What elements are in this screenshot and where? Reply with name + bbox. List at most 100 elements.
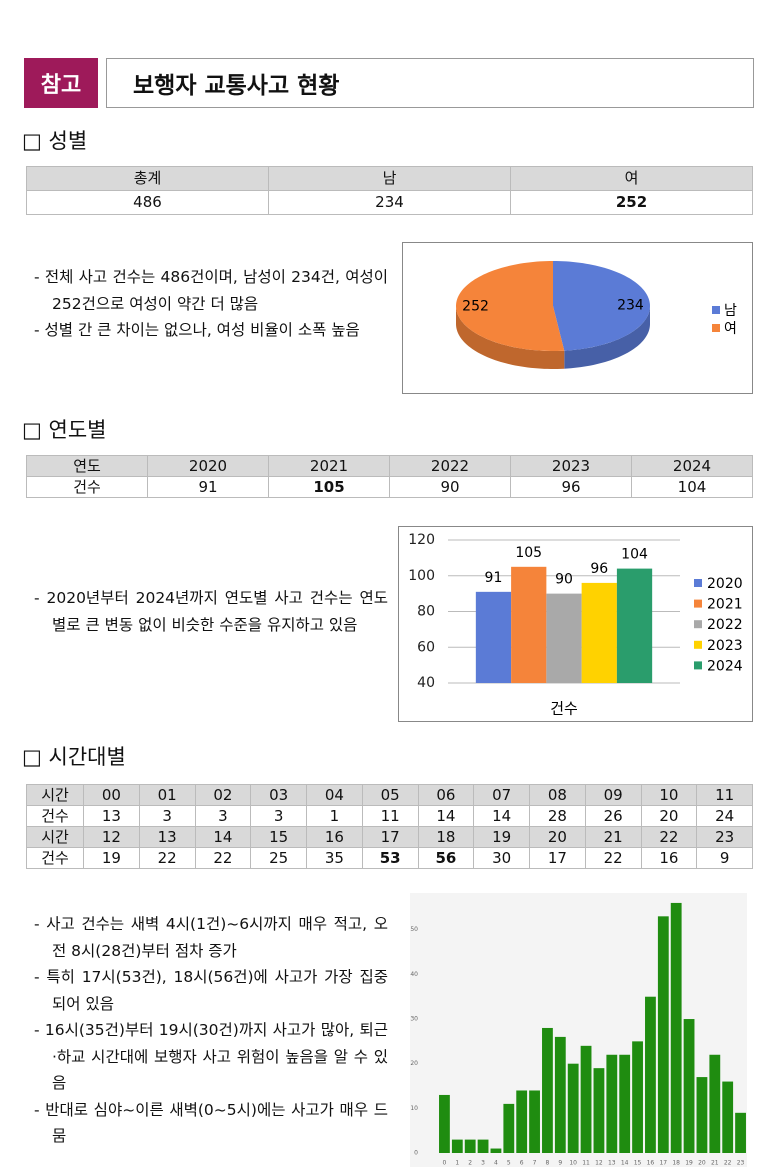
bar bbox=[683, 1019, 695, 1153]
bullet-list: - 전체 사고 건수는 486건이며, 남성이 234건, 여성이 252건으로… bbox=[34, 264, 388, 344]
x-tick-label: 22 bbox=[724, 1160, 732, 1167]
header-cell: 시간 bbox=[26, 784, 84, 806]
header-cell: 09 bbox=[584, 784, 642, 806]
header-cell: 07 bbox=[473, 784, 530, 806]
bar bbox=[581, 582, 617, 683]
cell: 13 bbox=[83, 805, 140, 827]
cell: 90 bbox=[389, 476, 511, 498]
cell: 53 bbox=[361, 847, 419, 869]
cell: 1 bbox=[306, 805, 363, 827]
cell: 252 bbox=[510, 190, 753, 215]
header-cell: 21 bbox=[584, 826, 642, 848]
x-tick-label: 0 bbox=[443, 1160, 447, 1167]
cell: 9 bbox=[696, 847, 753, 869]
cell: 56 bbox=[417, 847, 475, 869]
y-tick-label: 120 bbox=[408, 532, 435, 548]
x-tick-label: 4 bbox=[494, 1160, 498, 1167]
bar bbox=[503, 1103, 515, 1153]
cell: 3 bbox=[250, 805, 307, 827]
header-cell: 08 bbox=[529, 784, 586, 806]
x-tick-label: 2 bbox=[468, 1160, 472, 1167]
table-row: 시간 12 13 14 15 16 17 18 19 20 21 22 23 bbox=[26, 826, 753, 848]
cell: 22 bbox=[584, 847, 642, 869]
bullet: - 사고 건수는 새벽 4시(1건)~6시까지 매우 적고, 오전 8시(28건… bbox=[34, 915, 388, 960]
header-cell: 20 bbox=[529, 826, 586, 848]
header-cell: 총계 bbox=[26, 166, 269, 191]
cell: 104 bbox=[631, 476, 753, 498]
legend-label: 남 bbox=[724, 303, 737, 319]
header-cell: 00 bbox=[83, 784, 140, 806]
header-cell: 22 bbox=[640, 826, 698, 848]
header-cell: 18 bbox=[417, 826, 475, 848]
bullet: - 성별 간 큰 차이는 없으나, 여성 비율이 소폭 높음 bbox=[34, 321, 360, 339]
x-tick-label: 9 bbox=[558, 1160, 562, 1167]
bar bbox=[439, 1094, 450, 1153]
x-tick-label: 13 bbox=[608, 1160, 616, 1167]
cell: 22 bbox=[138, 847, 196, 869]
x-tick-label: 18 bbox=[672, 1160, 680, 1167]
x-tick-label: 15 bbox=[634, 1160, 642, 1167]
y-tick-label: 50 bbox=[410, 926, 418, 933]
bar bbox=[616, 568, 653, 683]
bar bbox=[546, 593, 582, 683]
y-tick-label: 100 bbox=[408, 568, 435, 584]
badge: 참고 bbox=[24, 58, 98, 108]
header-cell: 01 bbox=[138, 784, 196, 806]
header-cell: 2023 bbox=[510, 455, 632, 477]
header-cell: 시간 bbox=[26, 826, 84, 848]
data-label: 104 bbox=[621, 547, 648, 563]
x-tick-label: 11 bbox=[582, 1160, 590, 1167]
header-cell: 연도 bbox=[26, 455, 148, 477]
bar bbox=[632, 1041, 643, 1153]
header-cell: 19 bbox=[473, 826, 530, 848]
y-tick-label: 60 bbox=[417, 639, 435, 655]
pie-side bbox=[456, 306, 565, 369]
header-cell: 14 bbox=[194, 826, 252, 848]
y-tick-label: 40 bbox=[417, 675, 435, 691]
y-tick-label: 20 bbox=[410, 1060, 418, 1067]
data-table: 시간 00 01 02 03 04 05 06 07 08 09 10 11 건수 13 3 3 3 1 11 14 14… bbox=[26, 784, 753, 869]
data-label: 91 bbox=[485, 570, 503, 586]
x-tick-label: 21 bbox=[711, 1160, 719, 1167]
x-tick-label: 23 bbox=[737, 1160, 745, 1167]
y-tick-label: 30 bbox=[410, 1016, 418, 1023]
legend-swatch bbox=[694, 620, 702, 629]
bullet-list: - 사고 건수는 새벽 4시(1건)~6시까지 매우 적고, 오전 8시(28건… bbox=[34, 911, 388, 1150]
legend-swatch bbox=[694, 640, 702, 649]
x-tick-label: 6 bbox=[520, 1160, 524, 1167]
bar bbox=[542, 1027, 553, 1153]
cell: 20 bbox=[640, 805, 698, 827]
table-row: 486 234 252 bbox=[26, 190, 753, 215]
bullet: - 2020년부터 2024년까지 연도별 사고 건수는 연도별로 큰 변동 없… bbox=[34, 589, 388, 634]
data-label: 105 bbox=[515, 545, 542, 561]
legend-swatch bbox=[712, 324, 720, 332]
header-cell: 10 bbox=[640, 784, 698, 806]
x-tick-label: 5 bbox=[507, 1160, 511, 1167]
header-cell: 06 bbox=[417, 784, 475, 806]
cell: 3 bbox=[194, 805, 252, 827]
cell: 11 bbox=[361, 805, 419, 827]
cell: 105 bbox=[268, 476, 390, 498]
x-tick-label: 건수 bbox=[550, 700, 578, 718]
page-title: 보행자 교통사고 현황 bbox=[106, 58, 754, 108]
x-tick-label: 3 bbox=[481, 1160, 485, 1167]
data-label: 96 bbox=[590, 561, 608, 577]
table-row: 건수 91 105 90 96 104 bbox=[26, 476, 753, 498]
legend-label: 2024 bbox=[707, 658, 743, 674]
cell: 28 bbox=[529, 805, 586, 827]
y-tick-label: 80 bbox=[417, 604, 435, 620]
cell: 26 bbox=[584, 805, 642, 827]
bar bbox=[619, 1054, 631, 1153]
bar bbox=[580, 1045, 592, 1153]
cell: 96 bbox=[510, 476, 632, 498]
cell: 24 bbox=[696, 805, 753, 827]
header-cell: 15 bbox=[250, 826, 307, 848]
bar bbox=[593, 1068, 605, 1153]
header-cell: 2021 bbox=[268, 455, 390, 477]
cell: 486 bbox=[26, 190, 269, 215]
bar bbox=[657, 916, 669, 1153]
table-row: 총계 남 여 bbox=[26, 166, 753, 191]
bullet: - 반대로 심야~이른 새벽(0~5시)에는 사고가 매우 드뭄 bbox=[34, 1100, 388, 1146]
